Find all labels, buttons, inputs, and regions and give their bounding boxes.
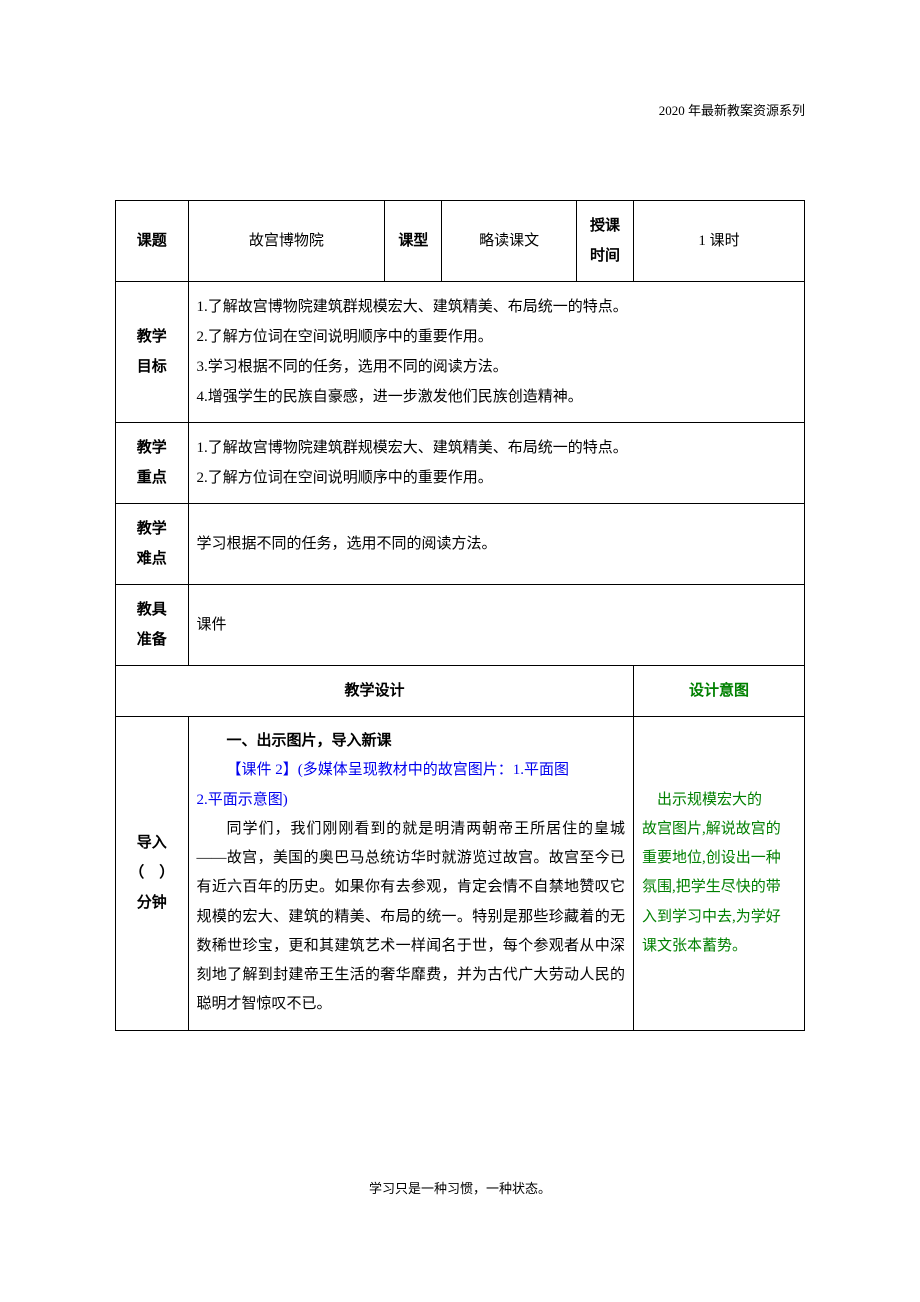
type-label: 课型 xyxy=(385,201,442,282)
table-row: 导入 （ ） 分钟 一、出示图片，导入新课 【课件 2】(多媒体呈现教材中的故宫… xyxy=(116,717,805,1031)
goal-label: 教学 目标 xyxy=(116,282,189,423)
intro-body: 一、出示图片，导入新课 【课件 2】(多媒体呈现教材中的故宫图片：1.平面图 2… xyxy=(188,717,634,1031)
tools-label: 教具 准备 xyxy=(116,585,189,666)
intro-label: 导入 （ ） 分钟 xyxy=(116,717,189,1031)
goal-content: 1.了解故宫博物院建筑群规模宏大、建筑精美、布局统一的特点。 2.了解方位词在空… xyxy=(188,282,804,423)
topic-value: 故宫博物院 xyxy=(188,201,385,282)
goal-line: 2.了解方位词在空间说明顺序中的重要作用。 xyxy=(197,322,796,352)
emphasis-line: 1.了解故宫博物院建筑群规模宏大、建筑精美、布局统一的特点。 xyxy=(197,433,796,463)
design-header: 教学设计 xyxy=(116,666,634,717)
intent-header: 设计意图 xyxy=(634,666,805,717)
intro-blue2: 2.平面示意图) xyxy=(197,786,626,815)
lesson-plan-table: 课题 故宫博物院 课型 略读课文 授课 时间 1 课时 教学 目标 1.了解故宫… xyxy=(115,200,805,1031)
difficulty-label: 教学 难点 xyxy=(116,504,189,585)
time-value: 1 课时 xyxy=(634,201,805,282)
table-row: 教学设计 设计意图 xyxy=(116,666,805,717)
page-footer: 学习只是一种习惯，一种状态。 xyxy=(0,1178,920,1197)
goal-line: 1.了解故宫博物院建筑群规模宏大、建筑精美、布局统一的特点。 xyxy=(197,292,796,322)
intent-line: 课文张本蓄势。 xyxy=(642,932,796,961)
intro-paragraph: 同学们，我们刚刚看到的就是明清两朝帝王所居住的皇城——故宫，美国的奥巴马总统访华… xyxy=(197,815,626,1020)
tools-content: 课件 xyxy=(188,585,804,666)
table-row: 教学 难点 学习根据不同的任务，选用不同的阅读方法。 xyxy=(116,504,805,585)
emphasis-label: 教学 重点 xyxy=(116,423,189,504)
emphasis-line: 2.了解方位词在空间说明顺序中的重要作用。 xyxy=(197,463,796,493)
goal-line: 3.学习根据不同的任务，选用不同的阅读方法。 xyxy=(197,352,796,382)
difficulty-content: 学习根据不同的任务，选用不同的阅读方法。 xyxy=(188,504,804,585)
page-header: 2020 年最新教案资源系列 xyxy=(659,100,805,119)
type-value: 略读课文 xyxy=(442,201,577,282)
intent-line: 出示规模宏大的 xyxy=(642,786,796,815)
time-label: 授课 时间 xyxy=(577,201,634,282)
goal-line: 4.增强学生的民族自豪感，进一步激发他们民族创造精神。 xyxy=(197,382,796,412)
table-row: 课题 故宫博物院 课型 略读课文 授课 时间 1 课时 xyxy=(116,201,805,282)
topic-label: 课题 xyxy=(116,201,189,282)
intent-line: 氛围,把学生尽快的带 xyxy=(642,873,796,902)
intent-content: 出示规模宏大的 故宫图片,解说故宫的 重要地位,创设出一种 氛围,把学生尽快的带… xyxy=(634,717,805,1031)
table-row: 教具 准备 课件 xyxy=(116,585,805,666)
intent-line: 故宫图片,解说故宫的 xyxy=(642,815,796,844)
intent-line: 重要地位,创设出一种 xyxy=(642,844,796,873)
table-row: 教学 重点 1.了解故宫博物院建筑群规模宏大、建筑精美、布局统一的特点。 2.了… xyxy=(116,423,805,504)
table-row: 教学 目标 1.了解故宫博物院建筑群规模宏大、建筑精美、布局统一的特点。 2.了… xyxy=(116,282,805,423)
intro-title: 一、出示图片，导入新课 xyxy=(197,727,626,756)
emphasis-content: 1.了解故宫博物院建筑群规模宏大、建筑精美、布局统一的特点。 2.了解方位词在空… xyxy=(188,423,804,504)
intro-blue1: 【课件 2】(多媒体呈现教材中的故宫图片：1.平面图 xyxy=(197,756,626,785)
intent-line: 入到学习中去,为学好 xyxy=(642,903,796,932)
